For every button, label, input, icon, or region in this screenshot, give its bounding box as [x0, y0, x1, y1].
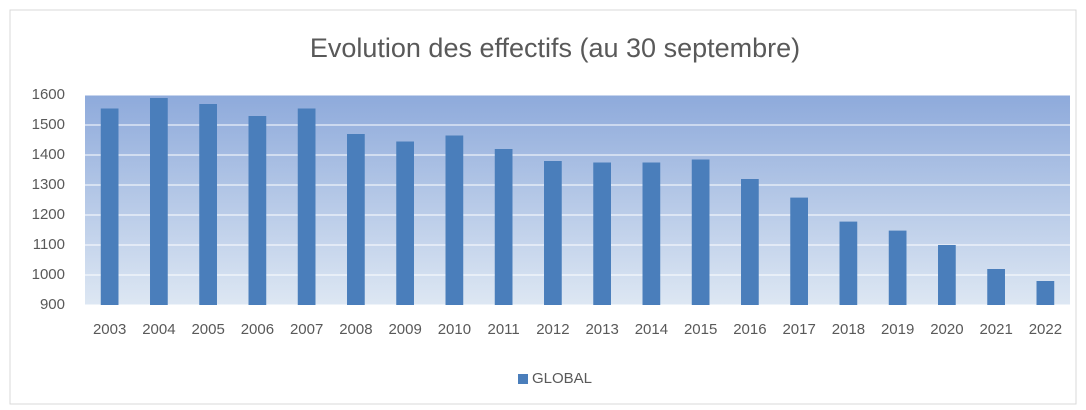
bar	[790, 197, 808, 305]
bar	[544, 161, 562, 305]
x-tick-label: 2011	[487, 321, 519, 338]
x-tick-label: 2003	[93, 321, 126, 338]
bar	[642, 162, 661, 305]
bar	[248, 116, 267, 305]
bar	[1036, 281, 1055, 305]
bar	[100, 108, 119, 305]
bar	[741, 179, 759, 305]
bar	[347, 134, 365, 305]
x-tick-label: 2010	[438, 321, 471, 338]
x-tick-label: 2016	[733, 321, 766, 338]
x-tick-label: 2018	[832, 321, 865, 338]
x-tick-label: 2012	[536, 321, 569, 338]
legend-label: GLOBAL	[532, 370, 592, 387]
bar	[150, 98, 168, 305]
x-tick-label: 2006	[241, 321, 274, 338]
x-tick-label: 2019	[881, 321, 914, 338]
x-tick-label: 2022	[1029, 321, 1062, 338]
x-tick-label: 2021	[979, 321, 1012, 338]
x-tick-label: 2008	[339, 321, 372, 338]
bar	[987, 269, 1005, 305]
bar	[593, 162, 611, 305]
y-tick-label: 1000	[32, 266, 65, 283]
bar	[888, 230, 907, 305]
bar	[494, 149, 513, 305]
bar	[297, 108, 316, 305]
x-tick-label: 2004	[142, 321, 175, 338]
x-tick-label: 2014	[635, 321, 668, 338]
x-tick-label: 2020	[930, 321, 963, 338]
plot-area	[85, 95, 1070, 305]
x-tick-label: 2013	[585, 321, 618, 338]
y-tick-label: 1600	[32, 86, 65, 103]
x-tick-label: 2007	[290, 321, 323, 338]
bar	[839, 221, 858, 305]
y-tick-label: 900	[40, 296, 65, 313]
bar	[691, 159, 710, 305]
bar	[445, 135, 464, 305]
y-tick-label: 1400	[32, 146, 65, 163]
x-tick-label: 2009	[388, 321, 421, 338]
x-tick-label: 2005	[191, 321, 224, 338]
x-tick-label: 2015	[684, 321, 717, 338]
bar	[396, 141, 414, 305]
bar	[199, 104, 217, 305]
x-tick-label: 2017	[782, 321, 815, 338]
y-tick-label: 1500	[32, 116, 65, 133]
y-tick-label: 1200	[32, 206, 65, 223]
y-tick-label: 1100	[33, 236, 65, 253]
y-tick-label: 1300	[32, 176, 65, 193]
chart-title: Evolution des effectifs (au 30 septembre…	[310, 33, 800, 63]
bar	[938, 245, 956, 305]
legend-swatch	[518, 374, 528, 384]
